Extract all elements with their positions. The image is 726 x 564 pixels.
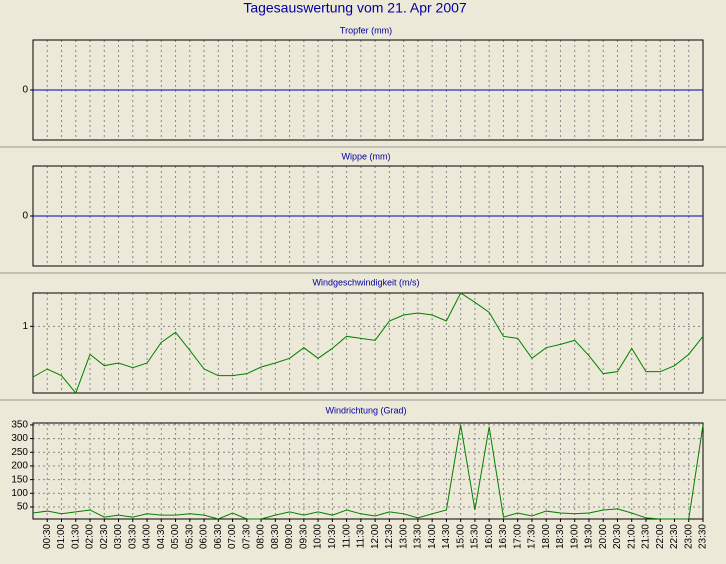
page-title: Tagesauswertung vom 21. Apr 2007 (243, 0, 467, 16)
y-tick-label: 300 (11, 433, 28, 444)
chart-title: Windrichtung (Grad) (325, 405, 406, 415)
x-tick-label: 15:30 (470, 524, 481, 549)
data-line (32, 292, 704, 394)
y-tick-label: 350 (11, 420, 28, 431)
x-tick-label: 21:30 (641, 524, 652, 549)
x-tick-label: 01:30 (70, 524, 81, 549)
x-tick-label: 08:30 (270, 524, 281, 549)
x-tick-label: 18:00 (541, 524, 552, 549)
x-tick-label: 09:00 (284, 524, 295, 549)
x-tick-label: 22:00 (655, 524, 666, 549)
y-tick-label: 250 (11, 447, 28, 458)
chart-title: Tropfer (mm) (340, 25, 392, 35)
x-tick-label: 02:00 (85, 524, 96, 549)
x-tick-label: 16:30 (498, 524, 509, 549)
x-tick-label: 10:30 (327, 524, 338, 549)
x-tick-label: 20:30 (612, 524, 623, 549)
x-tick-label: 06:30 (213, 524, 224, 549)
x-tick-label: 04:00 (142, 524, 153, 549)
x-tick-label: 03:00 (113, 524, 124, 549)
x-tick-label: 21:00 (626, 524, 637, 549)
x-tick-label: 13:00 (398, 524, 409, 549)
x-tick-label: 14:00 (427, 524, 438, 549)
x-tick-label: 13:30 (413, 524, 424, 549)
x-tick-label: 02:30 (99, 524, 110, 549)
x-tick-label: 11:00 (341, 524, 352, 549)
x-tick-label: 15:00 (455, 524, 466, 549)
x-tick-label: 12:00 (370, 524, 381, 549)
x-tick-label: 18:30 (555, 524, 566, 549)
x-tick-label: 23:00 (683, 524, 694, 549)
plot-border (32, 422, 704, 520)
x-tick-label: 16:00 (484, 524, 495, 549)
y-tick-label: 1 (22, 321, 28, 332)
y-tick-label: 150 (11, 474, 28, 485)
x-tick-label: 23:30 (698, 524, 709, 549)
x-tick-label: 07:30 (241, 524, 252, 549)
y-tick-label: 100 (11, 488, 28, 499)
y-tick-label: 200 (11, 461, 28, 472)
x-tick-label: 20:00 (598, 524, 609, 549)
y-tick-label: 50 (17, 502, 29, 513)
x-tick-label: 01:00 (56, 524, 67, 549)
x-tick-label: 05:00 (170, 524, 181, 549)
x-tick-label: 22:30 (669, 524, 680, 549)
x-tick-label: 03:30 (127, 524, 138, 549)
plot-area (33, 423, 703, 519)
plot-border (32, 292, 704, 394)
x-tick-label: 07:00 (227, 524, 238, 549)
y-tick-label: 0 (22, 211, 28, 222)
x-tick-label: 10:00 (313, 524, 324, 549)
x-tick-label: 08:00 (256, 524, 267, 549)
x-tick-label: 17:00 (512, 524, 523, 549)
x-tick-label: 00:30 (42, 524, 53, 549)
x-tick-label: 17:30 (527, 524, 538, 549)
x-tick-label: 14:30 (441, 524, 452, 549)
x-tick-label: 12:30 (384, 524, 395, 549)
x-tick-label: 09:30 (298, 524, 309, 549)
x-tick-label: 11:30 (356, 524, 367, 549)
x-tick-label: 19:30 (584, 524, 595, 549)
x-tick-label: 19:00 (569, 524, 580, 549)
chart-title: Windgeschwindigkeit (m/s) (312, 277, 419, 287)
x-tick-label: 04:30 (156, 524, 167, 549)
data-line (32, 424, 704, 520)
chart-title: Wippe (mm) (342, 151, 391, 161)
plot-area (33, 293, 703, 393)
x-tick-label: 05:30 (184, 524, 195, 549)
y-tick-label: 0 (22, 85, 28, 96)
x-tick-label: 06:00 (199, 524, 210, 549)
